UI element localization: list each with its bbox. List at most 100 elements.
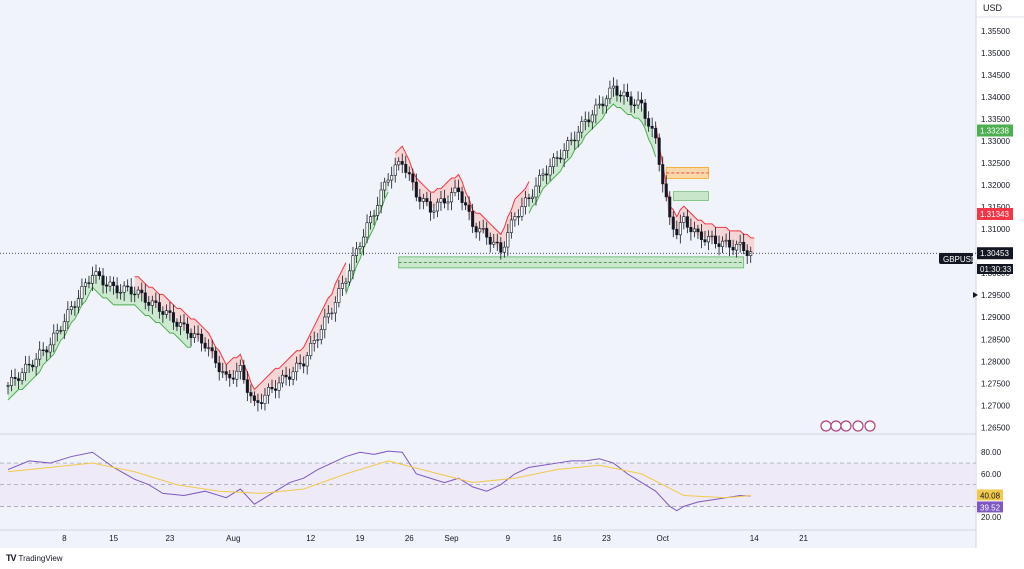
price-tick-label: 1.33500 (981, 115, 1010, 124)
candle-body (587, 119, 591, 123)
candle-body (168, 310, 172, 313)
candle-body (471, 211, 475, 227)
candle-body (298, 362, 302, 365)
candle-body (541, 173, 545, 176)
candle-body (580, 121, 584, 133)
time-tick-label: 16 (553, 534, 562, 543)
candle-body (354, 248, 358, 256)
candle-body (330, 312, 334, 315)
candle-body (597, 103, 601, 106)
price-tick-label: 1.31000 (981, 225, 1010, 234)
candle-body (217, 362, 221, 373)
countdown-label: 01:30:33 (980, 265, 1012, 274)
candle-body (376, 205, 380, 216)
candle-body (583, 119, 587, 122)
event-icon-2[interactable] (830, 420, 842, 432)
candle-body (76, 298, 80, 308)
candle-body (714, 235, 718, 244)
candle-body (432, 210, 436, 213)
candle-body (288, 376, 292, 380)
brand-footer[interactable]: TV TradingView (6, 551, 63, 565)
price-tick-label: 1.27000 (981, 401, 1010, 410)
candle-body (608, 87, 612, 100)
candle-body (186, 323, 190, 334)
candle-body (668, 196, 672, 218)
rsi-ma-badge-bg (977, 489, 1003, 501)
brand-name: TradingView (18, 553, 63, 563)
candle-body (105, 284, 109, 287)
candle-body (590, 114, 594, 123)
candle-body (731, 246, 735, 251)
event-icon-3[interactable] (840, 420, 852, 432)
candle-body (717, 243, 721, 247)
candle-body (626, 91, 630, 98)
candle-body (249, 392, 253, 397)
candle-body (552, 157, 556, 167)
price-tick-label: 1.29000 (981, 313, 1010, 322)
symbol-tag[interactable]: GBPUSD (939, 253, 977, 264)
rsi-band-layer (0, 462, 976, 507)
candle-body (509, 219, 513, 233)
scroll-right-arrow-icon[interactable] (973, 292, 978, 298)
candle-body (446, 201, 450, 204)
candle-body (703, 239, 707, 243)
candle-body (291, 371, 295, 380)
candle-body (488, 236, 492, 245)
event-icons[interactable] (820, 420, 876, 432)
candle-body (351, 255, 355, 272)
candle-body (302, 363, 306, 367)
candle-body (516, 216, 520, 218)
price-tick-label: 1.34000 (981, 93, 1010, 102)
candle-body (604, 98, 608, 107)
time-tick-label: 19 (356, 534, 365, 543)
candle-body (161, 311, 165, 315)
candle-body (245, 379, 249, 393)
time-tick-label: Aug (226, 534, 240, 543)
candle-body (59, 330, 63, 332)
candle-body (474, 226, 478, 233)
candle-body (147, 302, 151, 306)
candle-body (326, 313, 330, 318)
candle-body (10, 377, 14, 386)
time-tick-label: 23 (165, 534, 174, 543)
candle-body (728, 239, 732, 248)
currency-label: USD (983, 3, 1003, 13)
candle-body (548, 166, 552, 176)
candle-body (513, 216, 517, 221)
candle-body (400, 161, 404, 165)
rsi-value-badge-label: 39.52 (980, 503, 1001, 512)
price-tick-label: 1.32000 (981, 181, 1010, 190)
candle-body (622, 91, 626, 97)
price-tick-label: 1.32500 (981, 159, 1010, 168)
price-badge-label-1: 1.31343 (980, 210, 1009, 219)
time-tick-label: 26 (405, 534, 414, 543)
zones-layer (398, 167, 745, 269)
candle-body (182, 322, 186, 325)
candle-body (98, 271, 102, 277)
time-tick-label: 12 (306, 534, 315, 543)
demand-box (672, 191, 709, 201)
candle-body (295, 362, 299, 373)
candle-body (108, 281, 112, 287)
candle-body (428, 201, 432, 213)
candle-body (534, 185, 538, 198)
candle-body (80, 286, 84, 299)
candle-body (379, 189, 383, 206)
countdown-tag: 01:30:33 (977, 264, 1013, 274)
event-icon-4[interactable] (852, 420, 864, 432)
candle-body (601, 103, 605, 107)
candle-body (710, 235, 714, 238)
candle-body (6, 385, 10, 387)
rsi-ma-line (7, 460, 751, 499)
candle-body (421, 198, 425, 202)
candle-body (143, 292, 147, 303)
candle-body (706, 236, 710, 243)
event-icon-1[interactable] (820, 420, 832, 432)
plot-background (0, 0, 976, 548)
candle-body (650, 125, 654, 129)
candle-body (203, 342, 207, 349)
event-icon-5[interactable] (864, 420, 876, 432)
candle-body (492, 241, 496, 245)
